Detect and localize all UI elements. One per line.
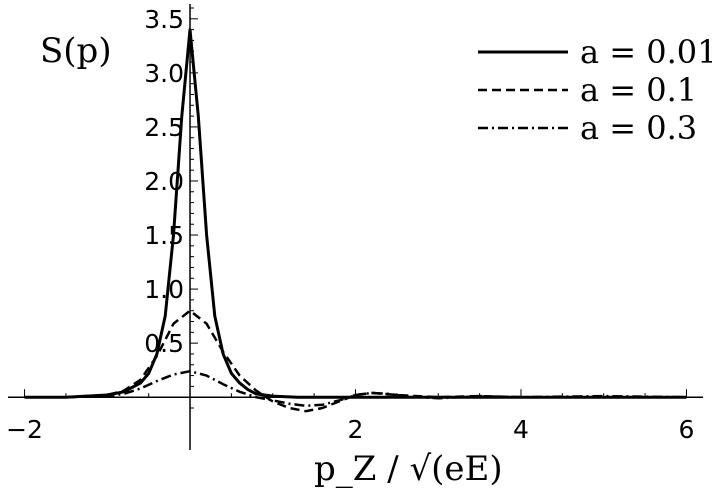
legend-label-2: a = 0.1 — [580, 71, 697, 109]
series-line-1 — [24, 28, 687, 399]
x-tick-label: 2 — [348, 415, 364, 444]
axis-labels: S(p) p_Z / √(eE) — [40, 31, 503, 489]
legend-label-1: a = 0.01 — [580, 33, 712, 71]
series-layer — [24, 28, 687, 413]
y-tick-label: 3.5 — [144, 5, 184, 34]
x-axis-title: p_Z / √(eE) — [314, 449, 503, 489]
legend-label-3: a = 0.3 — [580, 109, 697, 147]
x-tick-label: 4 — [513, 415, 529, 444]
y-tick-label: 0.5 — [144, 329, 184, 358]
x-tick-label: 6 — [678, 415, 694, 444]
y-tick-label: 1.5 — [144, 221, 184, 250]
y-tick-label: 3.0 — [144, 59, 184, 88]
y-tick-label: 2.5 — [144, 113, 184, 142]
legend: a = 0.01a = 0.1a = 0.3 — [478, 33, 712, 147]
x-tick-label: −2 — [6, 415, 43, 444]
series-line-2 — [24, 309, 687, 413]
y-tick-label: 1.0 — [144, 275, 184, 304]
series-line-3 — [24, 369, 687, 408]
y-axis-title: S(p) — [40, 31, 112, 71]
